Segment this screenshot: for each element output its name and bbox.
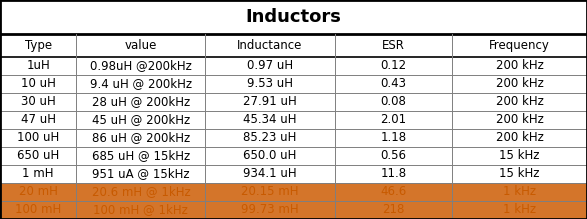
Bar [0, 129, 587, 147]
Text: 218: 218 [382, 203, 404, 217]
Text: 20 mH: 20 mH [19, 185, 58, 198]
Bar [0, 57, 587, 75]
Text: 200 kHz: 200 kHz [495, 78, 544, 90]
Bar [0, 183, 587, 201]
Text: 15 kHz: 15 kHz [500, 150, 539, 162]
Text: Inductors: Inductors [245, 8, 342, 26]
Text: 1uH: 1uH [26, 59, 50, 72]
Text: 200 kHz: 200 kHz [495, 95, 544, 108]
Text: 0.98uH @200kHz: 0.98uH @200kHz [90, 59, 192, 72]
Text: 10 uH: 10 uH [21, 78, 56, 90]
Text: 46.6: 46.6 [380, 185, 406, 198]
Text: 200 kHz: 200 kHz [495, 131, 544, 145]
Text: 20.15 mH: 20.15 mH [241, 185, 299, 198]
Bar [0, 34, 587, 57]
Bar [0, 165, 587, 183]
Bar [0, 147, 587, 165]
Text: 9.53 uH: 9.53 uH [247, 78, 293, 90]
Text: 28 uH @ 200kHz: 28 uH @ 200kHz [92, 95, 190, 108]
Text: 86 uH @ 200kHz: 86 uH @ 200kHz [92, 131, 190, 145]
Text: 0.12: 0.12 [380, 59, 406, 72]
Text: Frequency: Frequency [489, 39, 550, 52]
Text: 0.08: 0.08 [380, 95, 406, 108]
Text: 45 uH @ 200kHz: 45 uH @ 200kHz [92, 113, 190, 126]
Text: 9.4 uH @ 200kHz: 9.4 uH @ 200kHz [90, 78, 192, 90]
Text: 100 mH: 100 mH [15, 203, 61, 217]
Text: 650.0 uH: 650.0 uH [244, 150, 296, 162]
Text: 951 uA @ 15kHz: 951 uA @ 15kHz [92, 168, 190, 180]
Text: 685 uH @ 15kHz: 685 uH @ 15kHz [92, 150, 190, 162]
Text: 1 kHz: 1 kHz [503, 185, 536, 198]
Text: 20.6 mH @ 1kHz: 20.6 mH @ 1kHz [92, 185, 190, 198]
Text: 650 uH: 650 uH [17, 150, 59, 162]
Text: ESR: ESR [382, 39, 404, 52]
Text: 100 uH: 100 uH [17, 131, 59, 145]
Text: 99.73 mH: 99.73 mH [241, 203, 299, 217]
Text: Type: Type [25, 39, 52, 52]
Text: 1 mH: 1 mH [22, 168, 54, 180]
Bar [0, 111, 587, 129]
Text: value: value [124, 39, 157, 52]
Text: 0.56: 0.56 [380, 150, 406, 162]
Text: Inductance: Inductance [237, 39, 303, 52]
Text: 200 kHz: 200 kHz [495, 113, 544, 126]
Text: 47 uH: 47 uH [21, 113, 56, 126]
Text: 934.1 uH: 934.1 uH [243, 168, 297, 180]
Text: 1.18: 1.18 [380, 131, 406, 145]
Text: 11.8: 11.8 [380, 168, 406, 180]
Text: 30 uH: 30 uH [21, 95, 56, 108]
Bar [0, 201, 587, 219]
Text: 100 mH @ 1kHz: 100 mH @ 1kHz [93, 203, 188, 217]
Text: 45.34 uH: 45.34 uH [243, 113, 297, 126]
Text: 200 kHz: 200 kHz [495, 59, 544, 72]
Text: 0.43: 0.43 [380, 78, 406, 90]
Text: 85.23 uH: 85.23 uH [244, 131, 296, 145]
Text: 1 kHz: 1 kHz [503, 203, 536, 217]
Text: 2.01: 2.01 [380, 113, 406, 126]
Text: 15 kHz: 15 kHz [500, 168, 539, 180]
Bar [0, 0, 587, 34]
Text: 0.97 uH: 0.97 uH [247, 59, 293, 72]
Bar [0, 75, 587, 93]
Bar [0, 93, 587, 111]
Text: 27.91 uH: 27.91 uH [243, 95, 297, 108]
